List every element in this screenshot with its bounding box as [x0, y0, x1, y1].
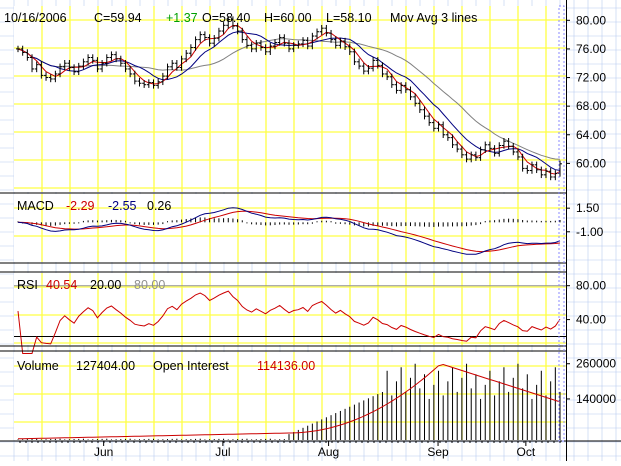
rsi-value: 40.54 [46, 278, 77, 292]
macd-tick-label: -1.00 [576, 225, 604, 239]
macd-value: -2.29 [66, 199, 95, 213]
price-tick-label: 60.00 [576, 156, 606, 170]
macd-signal-value: -2.55 [108, 199, 137, 213]
open-interest-label: Open Interest [153, 359, 229, 373]
volume-tick-label: 260000 [576, 357, 616, 371]
header-study: Mov Avg 3 lines [390, 11, 477, 25]
price-tick-label: 76.00 [576, 42, 606, 56]
panel-background [14, 6, 566, 192]
header-open: O=58.40 [202, 11, 250, 25]
open-interest-value: 114136.00 [257, 359, 315, 373]
series [14, 16, 566, 440]
macd-hist-value: 0.26 [147, 199, 171, 213]
macd-line [17, 207, 561, 255]
header-change: +1.37 [166, 11, 198, 25]
macd-signal-line [17, 210, 561, 253]
header-close: C=59.94 [94, 11, 142, 25]
macd-title: MACD [17, 199, 54, 213]
volume-value: 127404.00 [76, 359, 135, 373]
x-tick-label: Oct [517, 445, 536, 459]
rsi-low-level: 20.00 [90, 278, 121, 292]
price-tick-label: 72.00 [576, 71, 606, 85]
price-tick-label: 64.00 [576, 128, 606, 142]
volume-title: Volume [17, 359, 59, 373]
volume-tick-label: 140000 [576, 392, 616, 406]
open-interest-line [17, 363, 561, 440]
header-high: H=60.00 [264, 11, 312, 25]
rsi-line [17, 290, 561, 354]
x-tick-label: Jul [215, 445, 230, 459]
x-tick-label: Sep [427, 445, 449, 459]
rsi-tick-label: 40.00 [576, 313, 606, 327]
rsi-tick-label: 80.00 [576, 279, 606, 293]
price-tick-label: 68.00 [576, 99, 606, 113]
x-tick-label: Jun [94, 445, 113, 459]
macd-tick-label: 1.50 [576, 201, 600, 215]
x-tick-label: Aug [318, 445, 339, 459]
panel-background [14, 352, 566, 440]
header-date: 10/16/2006 [4, 11, 67, 25]
price-tick-label: 80.00 [576, 13, 606, 27]
rsi-high-level: 80.00 [134, 278, 165, 292]
moving-average-slow-line [17, 38, 561, 160]
header-low: L=58.10 [326, 11, 372, 25]
rsi-title: RSI [17, 278, 38, 292]
